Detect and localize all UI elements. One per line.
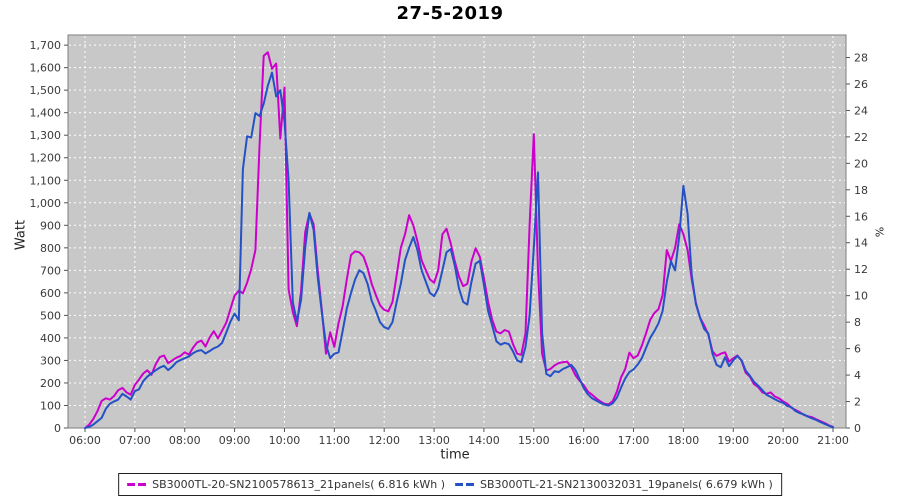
legend-swatch-icon <box>127 483 148 486</box>
tick-label-y-left: 900 <box>40 219 61 232</box>
tick-label-y-left: 1,500 <box>30 84 62 97</box>
tick-label-x: 09:00 <box>219 434 251 447</box>
tick-label-y-left: 600 <box>40 287 61 300</box>
tick-label-y-right: 22 <box>854 131 868 144</box>
tick-label-x: 17:00 <box>618 434 650 447</box>
legend-item-0: SB3000TL-20-SN2100578613_21panels( 6.816… <box>127 478 445 491</box>
tick-label-y-left: 500 <box>40 309 61 322</box>
tick-label-y-right: 12 <box>854 263 868 276</box>
tick-label-y-left: 1,100 <box>30 174 62 187</box>
tick-label-y-left: 400 <box>40 332 61 345</box>
legend-item-1: SB3000TL-21-SN2130032031_19panels( 6.679… <box>455 478 773 491</box>
tick-label-y-right: 24 <box>854 104 868 117</box>
tick-label-y-right: 14 <box>854 237 868 250</box>
legend-label: SB3000TL-20-SN2100578613_21panels( 6.816… <box>152 478 445 491</box>
tick-label-y-right: 0 <box>854 422 861 435</box>
tick-label-x: 19:00 <box>717 434 749 447</box>
tick-label-x: 08:00 <box>169 434 201 447</box>
tick-label-y-left: 1,200 <box>30 152 62 165</box>
tick-label-y-right: 4 <box>854 369 861 382</box>
tick-label-y-left: 1,000 <box>30 197 62 210</box>
chart-title: 27-5-2019 <box>396 3 504 24</box>
tick-label-y-right: 28 <box>854 51 868 64</box>
y-axis-label-right: % <box>873 226 887 238</box>
tick-label-x: 07:00 <box>119 434 151 447</box>
tick-label-y-right: 2 <box>854 396 861 409</box>
tick-label-x: 11:00 <box>318 434 350 447</box>
tick-label-x: 10:00 <box>269 434 301 447</box>
tick-label-y-right: 8 <box>854 316 861 329</box>
x-axis-label: time <box>440 447 470 463</box>
tick-label-y-right: 10 <box>854 290 868 303</box>
tick-label-y-left: 1,700 <box>30 39 62 52</box>
tick-label-x: 21:00 <box>817 434 849 447</box>
y-axis-label-left: Watt <box>13 219 29 251</box>
tick-label-x: 18:00 <box>668 434 700 447</box>
legend-swatch-icon <box>455 483 475 486</box>
tick-label-y-right: 20 <box>854 157 868 170</box>
tick-label-y-left: 1,600 <box>30 62 62 75</box>
tick-label-y-left: 100 <box>40 399 61 412</box>
tick-label-x: 20:00 <box>767 434 799 447</box>
tick-label-x: 14:00 <box>468 434 500 447</box>
tick-label-x: 13:00 <box>418 434 450 447</box>
tick-label-y-left: 1,400 <box>30 107 62 120</box>
tick-label-x: 16:00 <box>568 434 600 447</box>
tick-label-y-left: 0 <box>54 422 61 435</box>
tick-label-x: 12:00 <box>368 434 400 447</box>
tick-label-x: 06:00 <box>69 434 101 447</box>
tick-label-y-right: 6 <box>854 343 861 356</box>
legend-label: SB3000TL-21-SN2130032031_19panels( 6.679… <box>480 478 773 491</box>
series-line-1 <box>84 71 834 429</box>
tick-label-y-right: 16 <box>854 210 868 223</box>
tick-label-y-left: 700 <box>40 264 61 277</box>
tick-label-y-right: 26 <box>854 78 868 91</box>
tick-label-x: 15:00 <box>518 434 550 447</box>
tick-label-y-left: 1,300 <box>30 129 62 142</box>
tick-label-y-right: 18 <box>854 184 868 197</box>
tick-label-y-left: 800 <box>40 242 61 255</box>
tick-label-y-left: 200 <box>40 377 61 390</box>
tick-label-y-left: 300 <box>40 354 61 367</box>
legend: SB3000TL-20-SN2100578613_21panels( 6.816… <box>118 473 782 496</box>
